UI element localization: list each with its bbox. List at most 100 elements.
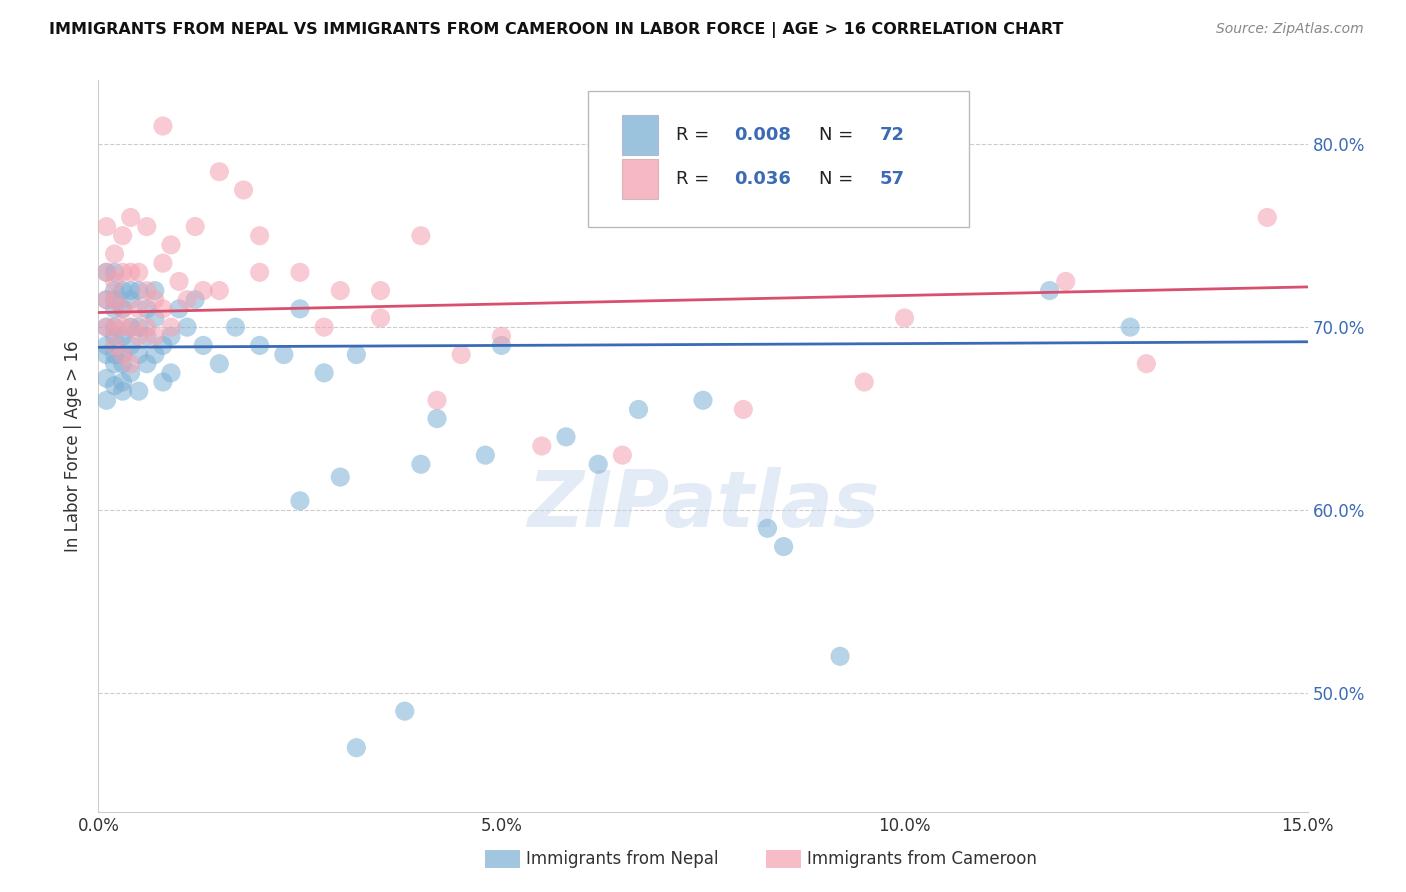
Point bbox=[128, 265, 150, 279]
Point bbox=[1119, 320, 1142, 334]
Point bbox=[160, 238, 183, 252]
Point bbox=[96, 265, 118, 279]
Point bbox=[167, 301, 190, 316]
Point bbox=[103, 320, 125, 334]
Point bbox=[111, 375, 134, 389]
Text: 57: 57 bbox=[880, 170, 904, 188]
FancyBboxPatch shape bbox=[621, 159, 658, 199]
Point bbox=[103, 301, 125, 316]
Point bbox=[491, 338, 513, 352]
Point bbox=[143, 293, 166, 307]
Point bbox=[103, 265, 125, 279]
Point bbox=[111, 228, 134, 243]
Point bbox=[120, 265, 142, 279]
Point bbox=[103, 274, 125, 288]
Point bbox=[853, 375, 876, 389]
Point bbox=[120, 320, 142, 334]
Point bbox=[586, 458, 609, 472]
Point bbox=[152, 256, 174, 270]
Point bbox=[128, 384, 150, 398]
Point bbox=[135, 357, 157, 371]
Point bbox=[176, 320, 198, 334]
Point bbox=[160, 320, 183, 334]
Point bbox=[96, 371, 118, 385]
Point bbox=[893, 311, 915, 326]
Point bbox=[314, 320, 336, 334]
Point bbox=[249, 265, 271, 279]
Point bbox=[756, 521, 779, 535]
Point bbox=[128, 301, 150, 316]
Point bbox=[120, 338, 142, 352]
Text: ZIPatlas: ZIPatlas bbox=[527, 467, 879, 542]
Point bbox=[370, 311, 392, 326]
Point bbox=[128, 284, 150, 298]
Point bbox=[692, 393, 714, 408]
Point bbox=[111, 347, 134, 362]
Point bbox=[128, 347, 150, 362]
Point bbox=[111, 320, 134, 334]
Point bbox=[208, 284, 231, 298]
Text: 72: 72 bbox=[880, 126, 904, 145]
Point bbox=[152, 338, 174, 352]
Point bbox=[273, 347, 295, 362]
Point bbox=[1054, 274, 1077, 288]
Point bbox=[96, 219, 118, 234]
Text: 0.008: 0.008 bbox=[734, 126, 792, 145]
Point bbox=[111, 301, 134, 316]
Point bbox=[103, 247, 125, 261]
Point bbox=[160, 366, 183, 380]
Point bbox=[184, 293, 207, 307]
Point bbox=[135, 320, 157, 334]
Point bbox=[103, 293, 125, 307]
Point bbox=[152, 119, 174, 133]
Text: N =: N = bbox=[820, 126, 859, 145]
Point bbox=[426, 411, 449, 425]
Point bbox=[128, 329, 150, 343]
Point bbox=[1039, 284, 1062, 298]
Point bbox=[370, 284, 392, 298]
Point bbox=[232, 183, 254, 197]
Point bbox=[96, 265, 118, 279]
Text: R =: R = bbox=[676, 126, 716, 145]
Point bbox=[1135, 357, 1157, 371]
Point bbox=[120, 284, 142, 298]
Point bbox=[143, 347, 166, 362]
Text: R =: R = bbox=[676, 170, 716, 188]
Point bbox=[96, 320, 118, 334]
Text: N =: N = bbox=[820, 170, 859, 188]
Point bbox=[135, 329, 157, 343]
Point bbox=[143, 329, 166, 343]
Point bbox=[409, 458, 432, 472]
Point bbox=[474, 448, 496, 462]
FancyBboxPatch shape bbox=[621, 115, 658, 155]
Point bbox=[111, 265, 134, 279]
Point bbox=[249, 228, 271, 243]
Point bbox=[627, 402, 650, 417]
Point bbox=[96, 320, 118, 334]
Point bbox=[96, 338, 118, 352]
Point bbox=[120, 366, 142, 380]
Point bbox=[103, 293, 125, 307]
Point bbox=[288, 301, 311, 316]
Point bbox=[103, 378, 125, 392]
Point bbox=[135, 301, 157, 316]
Text: 0.036: 0.036 bbox=[734, 170, 792, 188]
Point bbox=[167, 274, 190, 288]
Point bbox=[193, 284, 215, 298]
Point bbox=[96, 293, 118, 307]
Point bbox=[934, 211, 956, 225]
Point bbox=[329, 470, 352, 484]
Point bbox=[208, 357, 231, 371]
Point bbox=[555, 430, 578, 444]
Point bbox=[409, 228, 432, 243]
Point bbox=[111, 357, 134, 371]
Point bbox=[1256, 211, 1278, 225]
Point bbox=[152, 375, 174, 389]
Point bbox=[103, 320, 125, 334]
Point bbox=[344, 740, 367, 755]
Point bbox=[329, 284, 352, 298]
Point bbox=[143, 284, 166, 298]
Point bbox=[120, 320, 142, 334]
Text: IMMIGRANTS FROM NEPAL VS IMMIGRANTS FROM CAMEROON IN LABOR FORCE | AGE > 16 CORR: IMMIGRANTS FROM NEPAL VS IMMIGRANTS FROM… bbox=[49, 22, 1063, 38]
Text: Source: ZipAtlas.com: Source: ZipAtlas.com bbox=[1216, 22, 1364, 37]
